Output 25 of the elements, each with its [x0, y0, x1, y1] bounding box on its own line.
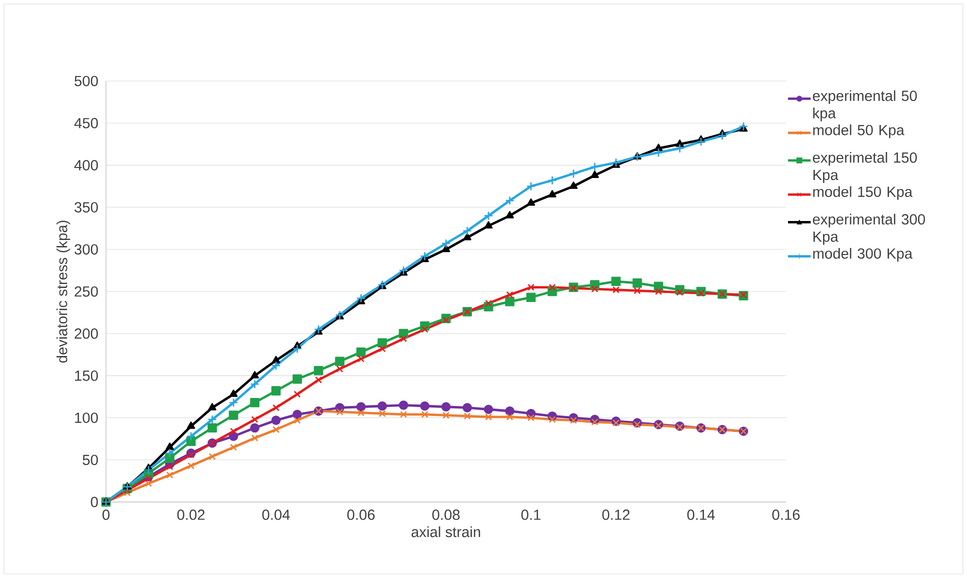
y-tick-label: 150 — [75, 370, 98, 381]
x-tick-label: 0.16 — [772, 510, 800, 520]
y-tick-label: 400 — [74, 160, 98, 170]
y-tick-label: 200 — [74, 328, 98, 339]
x-tick-label: 0.12 — [602, 510, 630, 520]
y-tick-label: 450 — [74, 118, 98, 128]
x-tick-label: 0.08 — [432, 510, 460, 520]
y-tick-label: 50 — [82, 454, 98, 466]
x-axis-title: axial strain — [412, 526, 480, 538]
x-tick-label: 0.04 — [262, 510, 290, 520]
legend-label: model 150 Kpa — [813, 186, 913, 200]
x-tick-label: 0.1 — [521, 510, 540, 520]
y-axis-title: deviatoric stress (kpa) — [56, 220, 70, 363]
y-tick-label: 500 — [74, 76, 98, 86]
x-tick-label: 0.02 — [177, 510, 205, 520]
legend-label: model 300 Kpa — [813, 248, 913, 262]
y-tick-label: 0 — [90, 496, 98, 508]
x-tick-label: 0.06 — [347, 510, 375, 520]
x-tick-label: 0 — [102, 510, 110, 520]
y-tick-label: 250 — [74, 286, 98, 297]
y-tick-label: 100 — [75, 412, 98, 423]
legend-label: model 50 Kpa — [813, 124, 904, 138]
x-tick-label: 0.14 — [687, 510, 715, 520]
y-tick-label: 350 — [74, 202, 98, 212]
y-tick-label: 300 — [74, 244, 98, 255]
